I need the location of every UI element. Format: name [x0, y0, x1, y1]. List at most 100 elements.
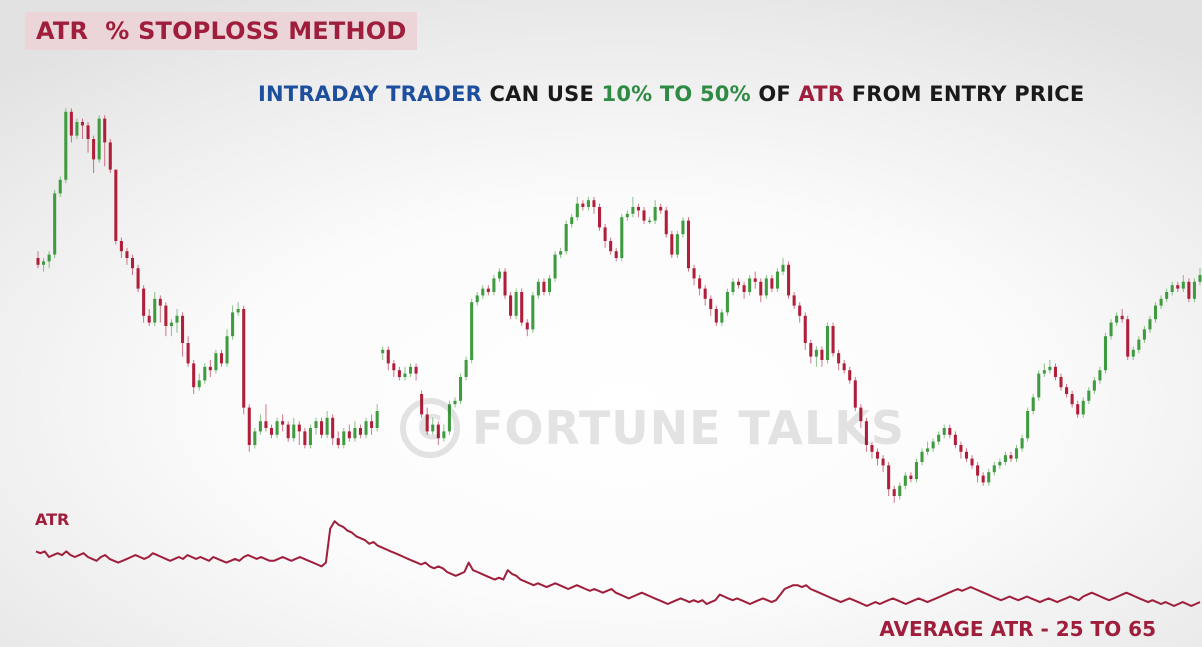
candle-body-bearish — [370, 421, 374, 428]
candle-body-bullish — [1098, 370, 1102, 381]
candle — [931, 438, 935, 452]
candle-body-bearish — [136, 268, 140, 289]
candle-body-bearish — [336, 438, 340, 445]
candle — [1087, 387, 1091, 405]
candle — [158, 295, 162, 323]
candle-body-bearish — [603, 227, 607, 241]
candle-body-bearish — [397, 370, 401, 377]
candle-body-bullish — [914, 462, 918, 479]
candle — [887, 462, 891, 496]
candle-body-bearish — [581, 203, 585, 207]
candle — [58, 176, 62, 197]
candle-body-bullish — [898, 485, 902, 496]
candle-body-bullish — [775, 271, 779, 289]
candle-body-bearish — [242, 309, 246, 408]
candle-body-bearish — [331, 417, 335, 439]
candle-body-bearish — [876, 451, 880, 459]
candle-body-bullish — [1159, 298, 1163, 306]
candle — [547, 275, 552, 296]
candle-body-bearish — [347, 431, 351, 439]
candle-body-bearish — [247, 407, 251, 445]
candle-body-bullish — [1142, 329, 1146, 340]
candle-body-bearish — [853, 380, 857, 408]
candle — [242, 305, 246, 415]
candle-body-bullish — [575, 203, 579, 218]
candle-body-bearish — [664, 210, 668, 235]
candle — [820, 346, 824, 367]
candle — [581, 200, 585, 211]
candle — [414, 363, 418, 381]
candle-body-bullish — [408, 366, 413, 374]
candle — [964, 448, 969, 462]
candle — [119, 237, 123, 258]
candle-body-bearish — [281, 421, 285, 425]
candle — [987, 468, 991, 486]
candle — [108, 139, 112, 173]
candle — [642, 207, 646, 224]
candle — [953, 431, 957, 449]
candle-body-bearish — [158, 298, 162, 306]
candle-body-bearish — [219, 353, 224, 364]
candle — [620, 213, 624, 262]
candle — [725, 288, 729, 316]
candle — [1042, 363, 1046, 377]
candle — [509, 292, 513, 320]
candle — [531, 292, 535, 333]
candle-body-bearish — [192, 363, 196, 388]
candle — [586, 196, 590, 211]
candle-body-bearish — [881, 458, 885, 466]
candle — [275, 417, 279, 439]
candle-body-bearish — [80, 122, 85, 126]
candle — [775, 268, 779, 292]
candle — [825, 322, 830, 364]
candle — [125, 247, 129, 265]
candle — [1070, 390, 1074, 408]
candle — [903, 472, 907, 490]
candle — [1192, 278, 1196, 303]
candle — [1076, 400, 1080, 418]
candle — [381, 346, 385, 360]
candle — [397, 366, 401, 381]
candle-body-bullish — [225, 336, 229, 364]
candle-body-bearish — [297, 424, 301, 432]
candle-body-bullish — [253, 431, 257, 445]
candle — [1187, 278, 1191, 303]
candle — [1198, 268, 1202, 286]
candle-body-bullish — [470, 302, 474, 360]
title-box: ATR % STOPLOSS METHOD — [25, 12, 417, 50]
candle-body-bullish — [1026, 411, 1030, 439]
candle — [1009, 451, 1013, 462]
candle — [992, 462, 996, 476]
candle — [364, 417, 368, 439]
candle — [714, 305, 718, 326]
candle — [175, 309, 179, 333]
candle-body-bullish — [653, 207, 657, 221]
candle-body-bearish — [1120, 315, 1124, 320]
candle — [503, 268, 507, 299]
candle-body-bearish — [859, 407, 863, 422]
candle-body-bearish — [1126, 319, 1130, 357]
candle-body-bullish — [926, 448, 930, 452]
candle-body-bearish — [503, 271, 507, 296]
candle-body-bullish — [475, 295, 479, 303]
candle — [970, 455, 974, 469]
candle — [525, 319, 529, 337]
candle — [475, 292, 479, 306]
candle — [375, 404, 379, 432]
candle-body-bullish — [169, 322, 173, 326]
candle-body-bearish — [953, 434, 957, 445]
candle — [664, 207, 668, 238]
candle-body-bearish — [714, 309, 718, 323]
candle-body-bullish — [231, 312, 235, 337]
candle-body-bearish — [614, 251, 618, 258]
candle — [675, 230, 679, 258]
candle — [748, 275, 752, 296]
candle — [1037, 370, 1041, 401]
candle — [247, 404, 251, 452]
candle-body-bearish — [1053, 366, 1057, 377]
candle-body-bullish — [497, 271, 501, 279]
candle-body-bearish — [831, 326, 835, 354]
candle — [281, 414, 285, 432]
candle — [320, 417, 324, 439]
